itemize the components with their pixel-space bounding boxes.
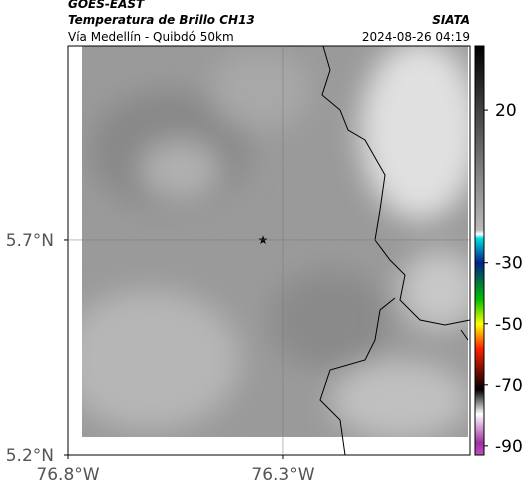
border — [321, 45, 471, 326]
x-tick-label: 76.3°W — [251, 465, 314, 485]
y-tick-label: 5.2°N — [6, 446, 54, 466]
source: SIATA — [432, 13, 470, 27]
route: Vía Medellín - Quibdó 50km — [68, 30, 234, 44]
colorbar-tick-label: -90 — [495, 437, 523, 457]
colorbar — [474, 45, 485, 456]
satellite-image — [82, 46, 468, 437]
colorbar-tick-label: 20 — [495, 101, 517, 121]
map-frame — [67, 45, 471, 456]
y-tick-label: 5.7°N — [6, 231, 54, 251]
border — [460, 329, 469, 341]
colorbar-tick-label: -50 — [495, 315, 523, 335]
colorbar-tick-label: -30 — [495, 254, 523, 274]
title: GOES-EAST — [68, 0, 145, 11]
border — [319, 297, 396, 456]
colorbar-tick-label: -70 — [495, 376, 523, 396]
subtitle: Temperatura de Brillo CH13 — [68, 13, 255, 27]
x-tick-label: 76.8°W — [36, 465, 99, 485]
timestamp: 2024-08-26 04:19 — [362, 30, 470, 44]
